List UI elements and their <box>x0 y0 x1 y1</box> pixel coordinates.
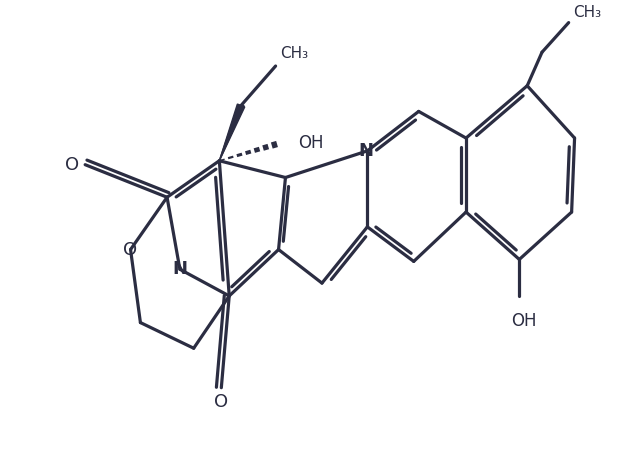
Text: CH₃: CH₃ <box>573 5 602 20</box>
Text: N: N <box>172 260 188 278</box>
Text: O: O <box>214 393 228 412</box>
Text: CH₃: CH₃ <box>280 46 308 61</box>
Polygon shape <box>220 105 244 161</box>
Text: O: O <box>65 156 79 174</box>
Text: N: N <box>358 142 373 160</box>
Polygon shape <box>220 104 244 161</box>
Text: OH: OH <box>298 134 324 152</box>
Text: OH: OH <box>511 312 537 330</box>
Text: O: O <box>124 241 138 259</box>
